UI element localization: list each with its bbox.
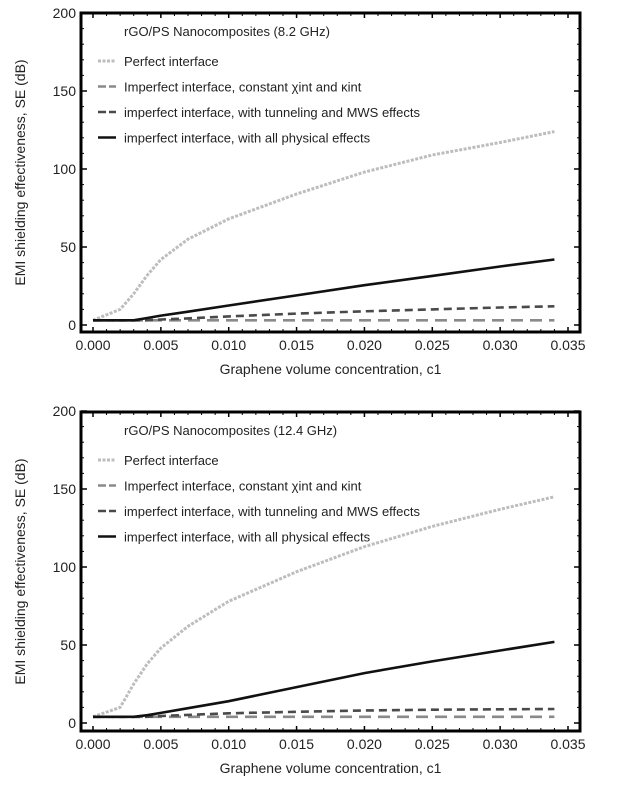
series-line	[93, 305, 555, 322]
x-tick-label: 0.000	[75, 736, 110, 752]
legend-label: imperfect interface, with tunneling and …	[124, 504, 421, 519]
y-tick-label: 50	[60, 637, 76, 653]
series-line	[93, 640, 555, 719]
x-tick-label: 0.025	[415, 736, 450, 752]
x-axis-label: Graphene volume concentration, c1	[220, 760, 442, 776]
y-tick-label: 100	[53, 559, 77, 575]
legend: rGO/PS Nanocomposites (12.4 GHz) Perfect …	[98, 423, 421, 545]
y-axis-label: EMI shielding effectiveness, SE (dB)	[12, 458, 28, 684]
x-tick-label: 0.010	[211, 337, 246, 353]
x-tick-label: 0.030	[483, 337, 518, 353]
x-tick-label: 0.035	[550, 736, 585, 752]
y-tick-label: 200	[53, 403, 77, 419]
legend: rGO/PS Nanocomposites (8.2 GHz) Perfect i…	[98, 24, 421, 146]
chart-1: 0.000 0.005 0.010 0.015 0.020 0.025 0.030 0.035…	[12, 5, 586, 377]
x-tick-label: 0.035	[550, 337, 585, 353]
series-line	[93, 258, 555, 322]
chart-2: 0.000 0.005 0.010 0.015 0.020 0.025 0.030 0.035…	[12, 403, 586, 776]
y-tick-label: 0	[68, 715, 76, 731]
y-tick-label: 0	[68, 317, 76, 333]
x-tick-label: 0.030	[483, 736, 518, 752]
legend-label: Imperfect interface, constant χint and κ…	[124, 80, 362, 95]
x-tick-label: 0.020	[347, 736, 382, 752]
series-line	[92, 130, 555, 322]
x-tick-label: 0.015	[279, 736, 314, 752]
x-tick-label: 0.005	[143, 337, 178, 353]
legend-label: imperfect interface, with tunneling and …	[124, 105, 421, 120]
x-tick-label: 0.000	[75, 337, 110, 353]
x-tick-label: 0.025	[415, 337, 450, 353]
y-tick-label: 200	[53, 5, 77, 21]
x-tick-label: 0.020	[347, 337, 382, 353]
legend-title: rGO/PS Nanocomposites (12.4 GHz)	[124, 423, 337, 438]
legend-label: Perfect interface	[124, 54, 219, 69]
x-axis-label: Graphene volume concentration, c1	[220, 361, 442, 377]
legend-label: Perfect interface	[124, 453, 219, 468]
y-tick-label: 50	[60, 239, 76, 255]
y-tick-label: 150	[53, 481, 77, 497]
y-tick-label: 150	[53, 83, 77, 99]
plot-frame	[79, 11, 582, 334]
x-tick-label: 0.010	[211, 736, 246, 752]
x-tick-label: 0.005	[143, 736, 178, 752]
plot-frame	[79, 410, 582, 733]
y-tick-label: 100	[53, 161, 77, 177]
legend-title: rGO/PS Nanocomposites (8.2 GHz)	[124, 24, 330, 39]
x-tick-label: 0.015	[279, 337, 314, 353]
legend-label: imperfect interface, with all physical e…	[124, 131, 371, 146]
y-axis-label: EMI shielding effectiveness, SE (dB)	[12, 59, 28, 285]
series-line	[92, 495, 555, 719]
legend-label: Imperfect interface, constant χint and κ…	[124, 479, 362, 494]
legend-label: imperfect interface, with all physical e…	[124, 530, 371, 545]
